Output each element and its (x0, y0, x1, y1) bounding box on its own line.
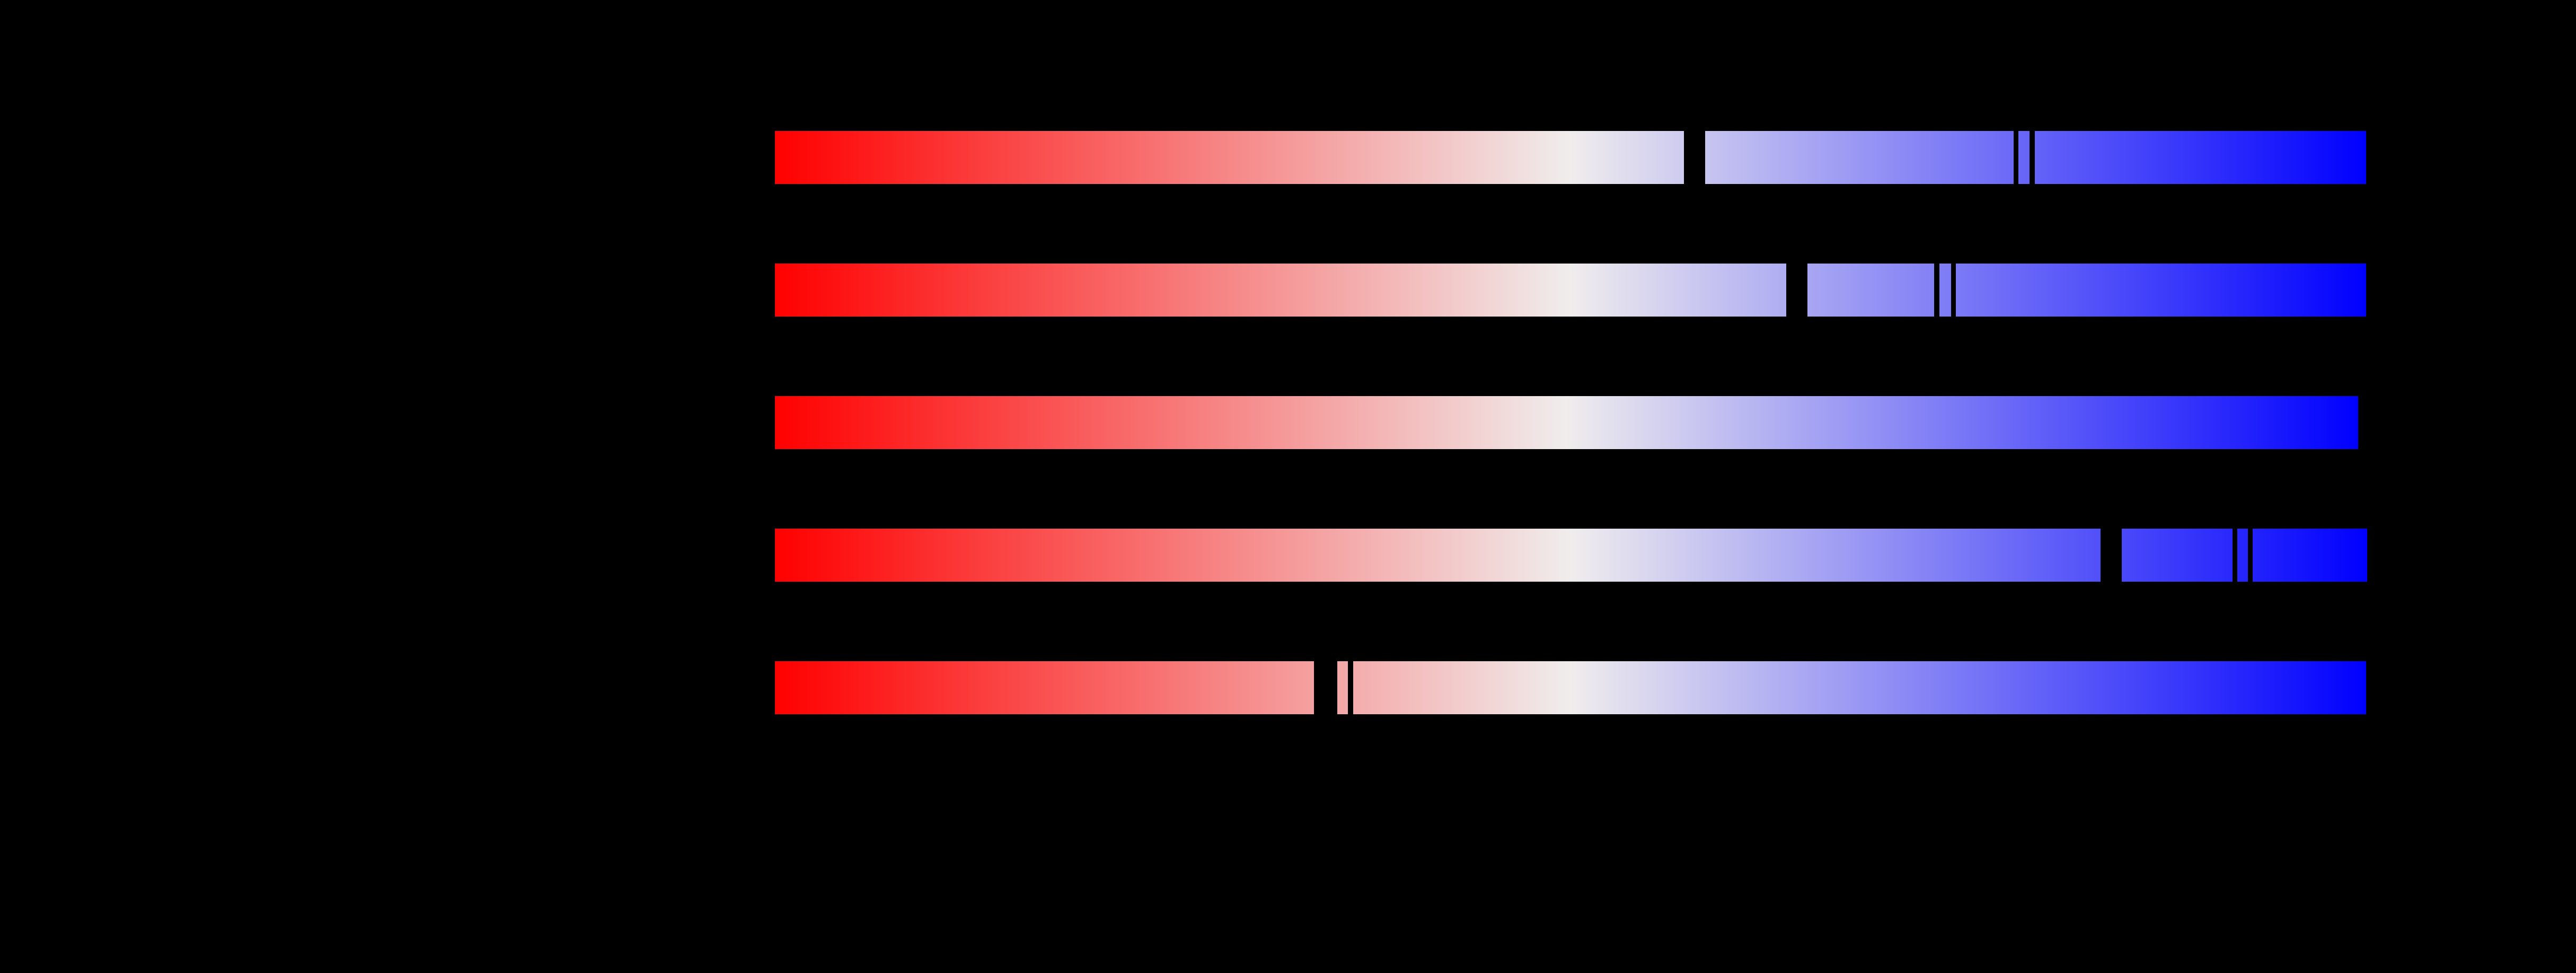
gradient-bar-row-1 (775, 130, 2366, 185)
bar-gap (2248, 528, 2253, 582)
bar-gap (2030, 130, 2035, 185)
bar-gap (1314, 661, 1337, 715)
bar-gap (2233, 528, 2237, 582)
gradient-bar-row-5 (775, 661, 2366, 715)
bar-gap (1348, 661, 1353, 715)
bar-gap (2014, 130, 2018, 185)
gradient-bar-row-3 (775, 396, 2358, 449)
bar-gap (1786, 263, 1807, 317)
bar-gap (1951, 263, 1956, 317)
gradient-bar-row-2 (775, 263, 2366, 317)
gradient-bar-row-4 (775, 528, 2367, 582)
bar-gap (2101, 528, 2122, 582)
bar-gap (1934, 263, 1939, 317)
bar-gap (1684, 130, 1705, 185)
